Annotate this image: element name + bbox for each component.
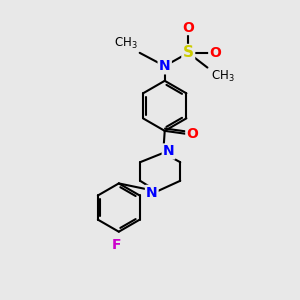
Text: O: O <box>182 20 194 34</box>
Text: F: F <box>112 238 121 252</box>
Text: CH$_3$: CH$_3$ <box>211 69 235 84</box>
Text: S: S <box>183 45 194 60</box>
Text: CH$_3$: CH$_3$ <box>114 36 137 51</box>
Text: N: N <box>163 145 174 158</box>
Text: O: O <box>209 46 221 60</box>
Text: N: N <box>146 186 158 200</box>
Text: O: O <box>186 127 198 141</box>
Text: N: N <box>159 59 170 73</box>
